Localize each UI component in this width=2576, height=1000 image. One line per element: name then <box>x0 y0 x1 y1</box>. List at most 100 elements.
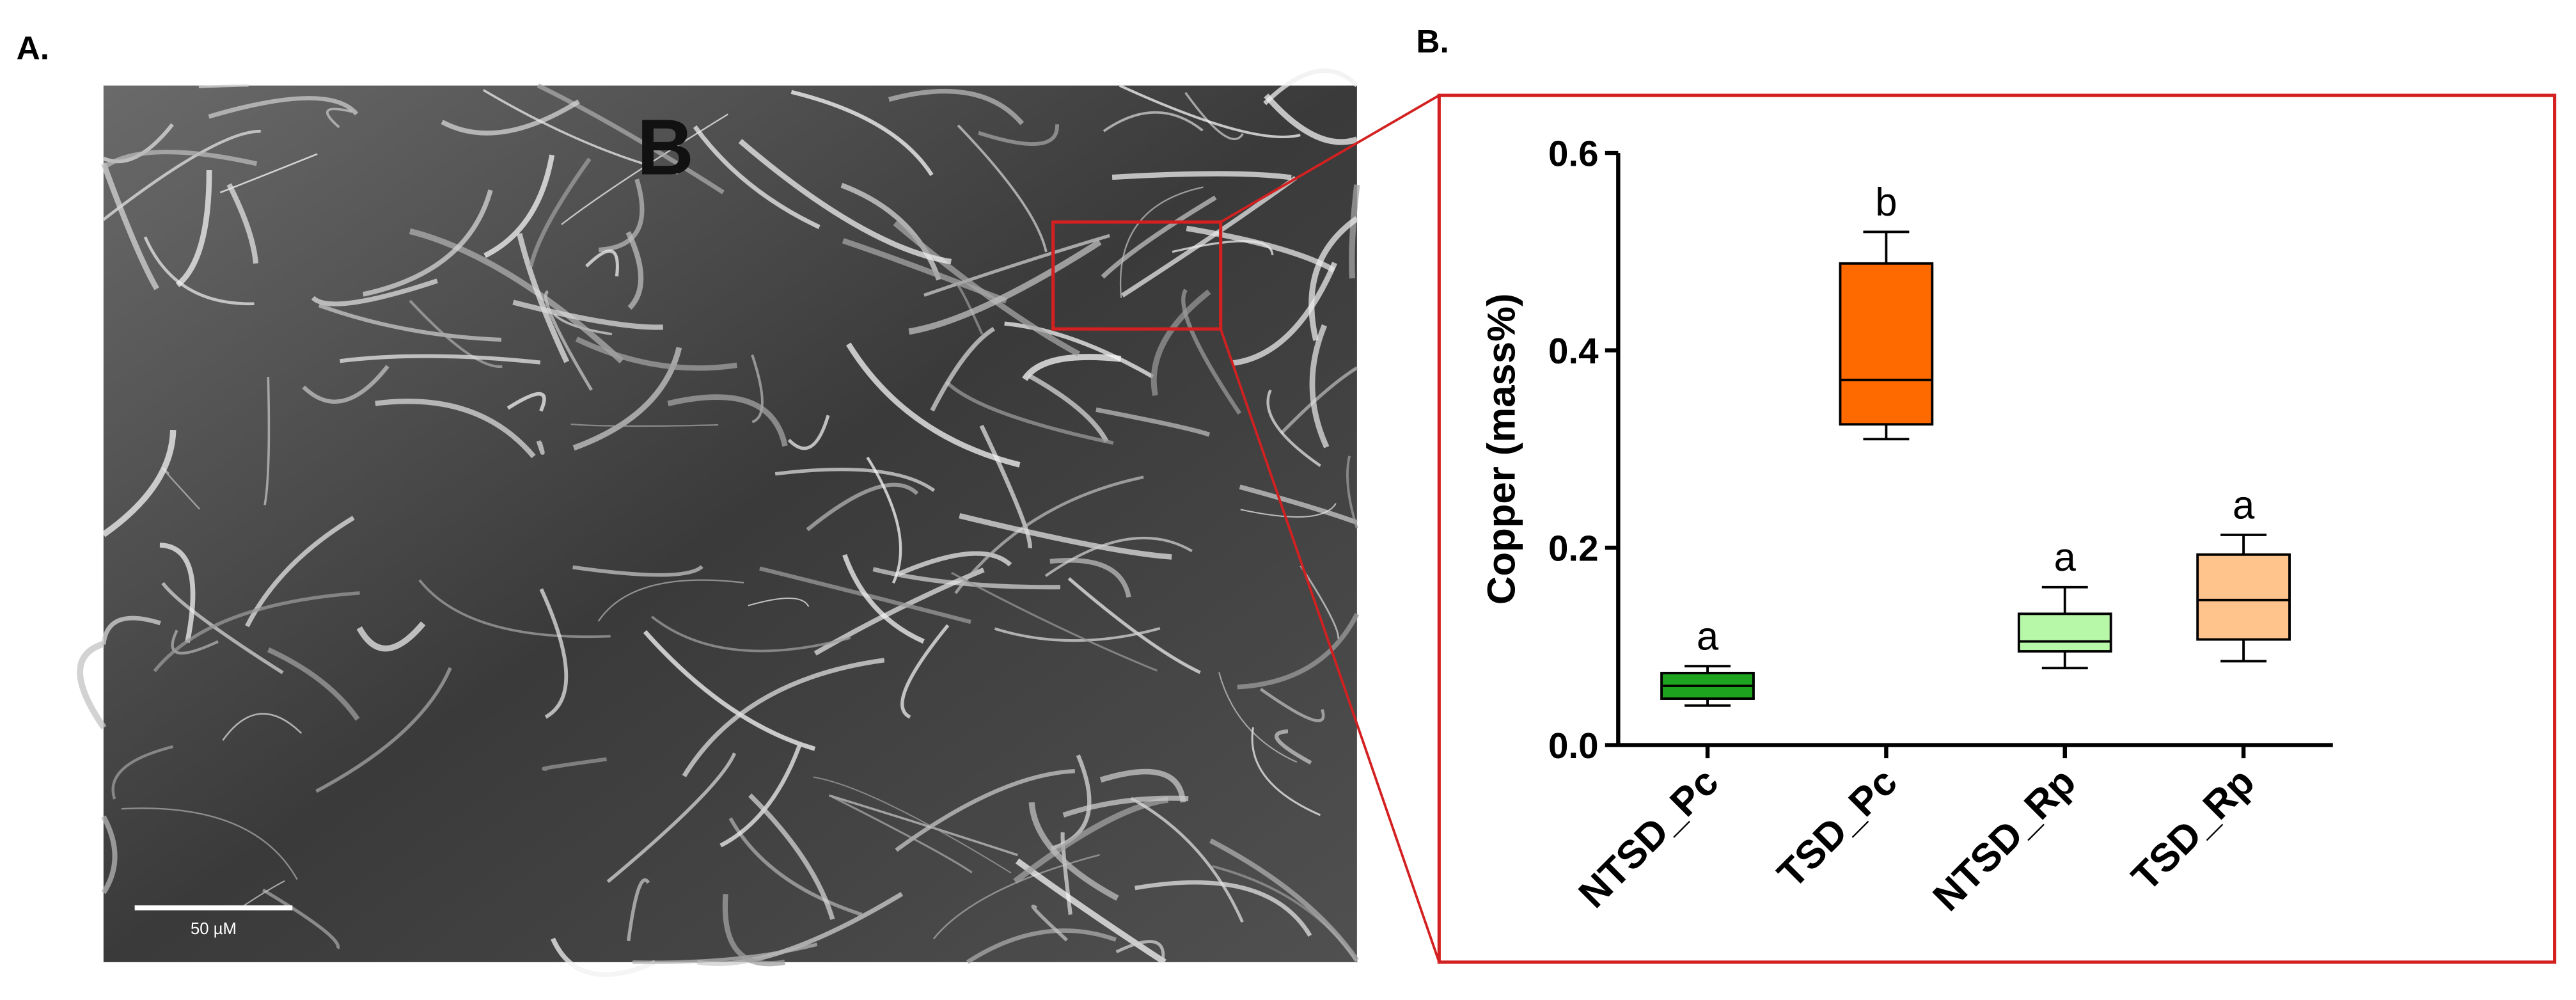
fiber <box>409 299 503 369</box>
fiber <box>1172 240 1274 255</box>
fiber <box>840 182 941 281</box>
fiber <box>171 630 219 655</box>
fiber <box>553 313 613 336</box>
fiber <box>1349 184 1360 279</box>
fiber <box>1013 797 1168 884</box>
fiber <box>585 249 619 277</box>
fiber <box>1103 111 1204 132</box>
fiber <box>570 423 719 427</box>
fiber <box>539 588 569 719</box>
fiber <box>1096 407 1211 437</box>
fiber <box>263 377 271 505</box>
fiber <box>1119 186 1204 298</box>
fiber <box>143 236 255 306</box>
fiber <box>759 566 971 624</box>
fiber <box>1251 727 1321 816</box>
fiber <box>1015 858 1166 965</box>
fiber <box>198 84 249 88</box>
fiber <box>751 354 764 424</box>
fiber <box>1218 672 1298 763</box>
fiber <box>719 745 802 848</box>
fiber <box>507 392 546 412</box>
fiber <box>226 183 259 264</box>
fiber <box>1130 797 1244 923</box>
fiber <box>643 630 816 751</box>
fiber <box>356 621 426 652</box>
fiber <box>1266 389 1321 467</box>
fiber <box>866 456 902 584</box>
fiber <box>1231 262 1338 367</box>
fiber <box>100 162 160 290</box>
fiber <box>1099 768 1186 803</box>
fiber <box>1119 84 1301 139</box>
fiber <box>536 440 545 455</box>
fiber <box>1111 171 1292 180</box>
fiber <box>1031 904 1069 942</box>
fiber <box>1184 91 1244 141</box>
fiber <box>362 189 493 297</box>
fiber <box>101 815 118 894</box>
fiber <box>572 347 682 451</box>
y-tick-label: 0.6 <box>1548 134 1599 174</box>
fiber <box>632 942 818 964</box>
fiber <box>606 752 737 884</box>
fiber <box>1237 613 1360 690</box>
fiber <box>1044 536 1193 577</box>
fiber <box>693 125 821 230</box>
fiber <box>1135 880 1312 937</box>
fiber <box>845 342 1021 468</box>
fiber <box>262 888 340 949</box>
fiber <box>951 571 1158 672</box>
fiber <box>888 88 1025 125</box>
fiber <box>831 796 973 874</box>
fiber <box>1049 558 1131 598</box>
fiber <box>1300 565 1340 639</box>
fiber <box>1101 195 1217 279</box>
fiber <box>722 894 785 967</box>
fiber <box>625 231 644 310</box>
fiber <box>1151 289 1211 396</box>
image-overlay-label: B <box>637 103 694 191</box>
fiber <box>1308 216 1359 341</box>
fiber <box>1275 729 1312 765</box>
y-tick-label: 0.4 <box>1548 331 1599 371</box>
fiber <box>828 794 1018 857</box>
fiber <box>483 154 555 258</box>
fiber <box>895 768 1075 852</box>
fiber <box>930 326 995 412</box>
fiber <box>1067 577 1201 674</box>
fiber <box>222 713 302 741</box>
fiber <box>1022 354 1122 381</box>
fiber <box>774 467 936 492</box>
box <box>2017 612 2112 653</box>
zoom-region <box>1051 220 1223 331</box>
fiber <box>340 354 541 365</box>
y-tick-label: 0.0 <box>1548 726 1599 766</box>
annotation: b <box>1875 180 1897 225</box>
fiber <box>813 776 1012 874</box>
sem-fibers <box>77 68 1360 977</box>
fiber <box>959 513 1172 560</box>
fiber <box>1239 484 1358 525</box>
fiber <box>153 591 360 672</box>
fiber <box>441 99 580 136</box>
fiber <box>311 278 438 306</box>
fiber <box>748 597 810 607</box>
fiber <box>418 579 611 639</box>
fiber <box>1115 940 1165 963</box>
fiber <box>102 150 258 170</box>
fiber <box>650 615 851 653</box>
fiber <box>409 228 624 363</box>
fiber <box>1309 324 1330 448</box>
fiber <box>315 667 452 793</box>
fiber <box>575 337 737 371</box>
fiber <box>748 793 835 920</box>
fiber <box>537 83 725 194</box>
fiber <box>842 238 1008 304</box>
fiber <box>1027 373 1109 443</box>
fiber <box>908 239 1102 335</box>
fiber <box>111 745 174 800</box>
fiber <box>978 124 1059 146</box>
fiber <box>159 543 196 643</box>
annotation: a <box>2054 536 2077 580</box>
